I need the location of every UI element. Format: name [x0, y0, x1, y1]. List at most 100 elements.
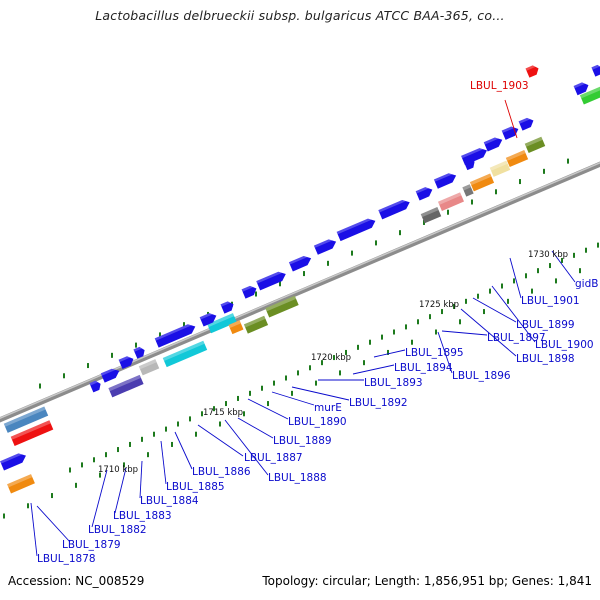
gene-label-lbul-1894[interactable]: LBUL_1894: [394, 362, 453, 374]
leader-line: [30, 502, 38, 557]
gene-label-lbul-1898[interactable]: LBUL_1898: [516, 353, 575, 365]
gene-label-lbul-1903[interactable]: LBUL_1903: [470, 80, 529, 92]
gc-tick-inner: [129, 441, 131, 447]
gc-tick-upper: [447, 209, 449, 215]
gene-label-lbul-1901[interactable]: LBUL_1901: [521, 295, 580, 307]
gene-small[interactable]: [501, 124, 521, 140]
gc-tick-upper: [255, 291, 257, 297]
gene-red[interactable]: [10, 420, 54, 446]
gene-lbul-1878[interactable]: [0, 451, 28, 471]
leader-line: [291, 386, 350, 401]
gc-tick-upper: [519, 179, 521, 185]
gene-small[interactable]: [461, 146, 489, 166]
gene-steelblue[interactable]: [3, 406, 49, 433]
gene-small[interactable]: [483, 135, 504, 152]
gene-lbul-1895[interactable]: [433, 171, 458, 189]
gene-small[interactable]: [518, 116, 536, 131]
gene-label-lbul-1900[interactable]: LBUL_1900: [535, 339, 594, 351]
gene-small[interactable]: [199, 311, 219, 327]
topology-summary: Topology: circular; Length: 1,856,951 bp…: [262, 574, 592, 588]
gc-tick-upper: [495, 189, 497, 195]
gc-tick-inner: [297, 370, 299, 376]
leader-line: [139, 460, 143, 499]
gene-label-lbul-1899[interactable]: LBUL_1899: [516, 319, 575, 331]
gene-label-gidb[interactable]: gidB: [575, 278, 598, 290]
gene-label-lbul-1878[interactable]: LBUL_1878: [37, 553, 96, 565]
gene-label-lbul-1883[interactable]: LBUL_1883: [113, 510, 172, 522]
gene-label-lbul-1895[interactable]: LBUL_1895: [405, 347, 464, 359]
gene-lbul-1885[interactable]: [162, 340, 208, 368]
gc-tick-inner: [477, 293, 479, 299]
gene-lbul-1892[interactable]: [336, 216, 378, 242]
gene-lbul-1882[interactable]: [108, 374, 144, 398]
gene-label-lbul-1893[interactable]: LBUL_1893: [364, 377, 423, 389]
gene-lbul-1893[interactable]: [378, 198, 411, 220]
gene-lbul-1899[interactable]: [489, 160, 511, 177]
leader-line: [197, 424, 244, 457]
gene-label-lbul-1884[interactable]: LBUL_1884: [140, 495, 199, 507]
gene-lbul-1883[interactable]: [138, 359, 160, 376]
gene-lbul-1896[interactable]: [420, 207, 442, 224]
gene-murE[interactable]: [313, 237, 338, 255]
leader-line: [472, 297, 517, 323]
gene-label-lbul-1889[interactable]: LBUL_1889: [273, 435, 332, 447]
gc-tick-inner: [405, 324, 407, 330]
gc-tick-upper: [135, 342, 137, 348]
gene-lbul-1890[interactable]: [265, 295, 299, 318]
gc-tick-inner: [201, 411, 203, 417]
gc-tick-inner: [441, 309, 443, 315]
map-title: Lactobacillus delbrueckii subsp. bulgari…: [95, 8, 505, 23]
gene-small[interactable]: [591, 63, 600, 77]
gene-lbul-1894[interactable]: [415, 185, 435, 201]
gene-lbul-1888[interactable]: [243, 315, 269, 334]
gene-label-lbul-1896[interactable]: LBUL_1896: [452, 370, 511, 382]
leader-line: [504, 99, 518, 139]
gc-tick-inner: [81, 462, 83, 468]
gene-lbul-1887[interactable]: [228, 320, 244, 335]
gc-tick-inner: [93, 457, 95, 463]
scale-marks: 1710 kbp 1715 kbp 1720 kbp 1725 kbp 1730 kbp: [98, 250, 568, 475]
gene-small[interactable]: [220, 300, 236, 314]
gene-lbul-1889[interactable]: [256, 269, 288, 291]
leader-line: [36, 505, 71, 543]
gene-small[interactable]: [288, 254, 313, 272]
gc-tick-inner: [153, 431, 155, 437]
gc-tick-inner: [225, 401, 227, 407]
leader-line: [91, 469, 108, 528]
gene-lbul-1900[interactable]: [505, 150, 529, 168]
leader-line: [491, 285, 536, 343]
gene-small[interactable]: [573, 81, 591, 96]
leader-line: [373, 349, 406, 358]
gene-label-mure[interactable]: murE: [314, 402, 342, 414]
leader-line: [437, 331, 453, 374]
gc-tick-lower: [123, 462, 125, 468]
gc-tick-lower: [99, 472, 101, 478]
gene-small[interactable]: [100, 366, 121, 383]
scale-mark-label: 1720 kbp: [311, 353, 351, 363]
gene-lbul-1897[interactable]: [438, 192, 464, 211]
gene-label-lbul-1879[interactable]: LBUL_1879: [62, 539, 121, 551]
gene-gidB[interactable]: [579, 86, 600, 105]
gene-lbul-1903[interactable]: [525, 64, 541, 78]
gc-tick-inner: [393, 329, 395, 335]
gene-label-lbul-1890[interactable]: LBUL_1890: [288, 416, 347, 428]
gene-label-lbul-1882[interactable]: LBUL_1882: [88, 524, 147, 536]
gene-lbul-1886[interactable]: [207, 313, 237, 334]
gene-lbul-1901[interactable]: [524, 136, 546, 154]
gene-lbul-1898[interactable]: [469, 173, 495, 192]
gene-small[interactable]: [241, 284, 259, 299]
gene-small[interactable]: [118, 354, 136, 369]
gene-lbul-1884[interactable]: [154, 322, 198, 348]
gc-tick-lower: [435, 329, 437, 335]
gene-small[interactable]: [133, 346, 146, 359]
gene-label-lbul-1887[interactable]: LBUL_1887: [244, 452, 303, 464]
gene-label-lbul-1897[interactable]: LBUL_1897: [487, 332, 546, 344]
gene-small[interactable]: [462, 184, 474, 197]
gene-lbul-1879[interactable]: [7, 474, 35, 494]
gene-label-lbul-1888[interactable]: LBUL_1888: [268, 472, 327, 484]
gene-small[interactable]: [89, 379, 102, 393]
gene-label-lbul-1885[interactable]: LBUL_1885: [166, 481, 225, 493]
scale-mark-label: 1715 kbp: [203, 408, 243, 418]
gene-label-lbul-1886[interactable]: LBUL_1886: [192, 466, 251, 478]
gene-label-lbul-1892[interactable]: LBUL_1892: [349, 397, 408, 409]
